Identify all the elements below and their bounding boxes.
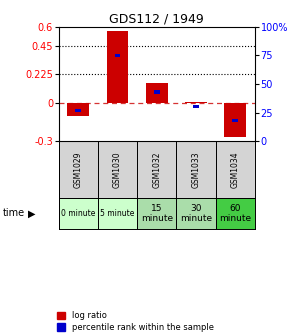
Bar <box>59 141 98 198</box>
Bar <box>98 198 137 228</box>
Bar <box>115 54 120 57</box>
Bar <box>98 141 137 198</box>
Text: GSM1029: GSM1029 <box>74 152 83 188</box>
Text: 30
minute: 30 minute <box>180 204 212 223</box>
Bar <box>185 102 207 103</box>
Bar <box>176 141 216 198</box>
Bar <box>75 109 81 112</box>
Bar <box>224 103 246 137</box>
Text: 5 minute: 5 minute <box>100 209 135 218</box>
Legend: log ratio, percentile rank within the sample: log ratio, percentile rank within the sa… <box>57 311 214 332</box>
Bar <box>107 31 128 103</box>
Bar <box>137 198 176 228</box>
Text: GSM1030: GSM1030 <box>113 151 122 188</box>
Text: GSM1033: GSM1033 <box>192 151 200 188</box>
Text: time: time <box>3 208 25 218</box>
Text: GSM1034: GSM1034 <box>231 151 240 188</box>
Text: ▶: ▶ <box>28 208 35 218</box>
Text: 0 minute: 0 minute <box>61 209 96 218</box>
Text: GSM1032: GSM1032 <box>152 152 161 188</box>
Bar <box>146 83 168 103</box>
Title: GDS112 / 1949: GDS112 / 1949 <box>109 13 204 26</box>
Bar <box>67 103 89 116</box>
Text: 60
minute: 60 minute <box>219 204 251 223</box>
Bar <box>232 119 238 122</box>
Bar <box>59 198 98 228</box>
Bar <box>216 198 255 228</box>
Bar <box>216 141 255 198</box>
Bar <box>193 105 199 109</box>
Bar <box>176 198 216 228</box>
Bar <box>154 90 160 94</box>
Text: 15
minute: 15 minute <box>141 204 173 223</box>
Bar <box>137 141 176 198</box>
